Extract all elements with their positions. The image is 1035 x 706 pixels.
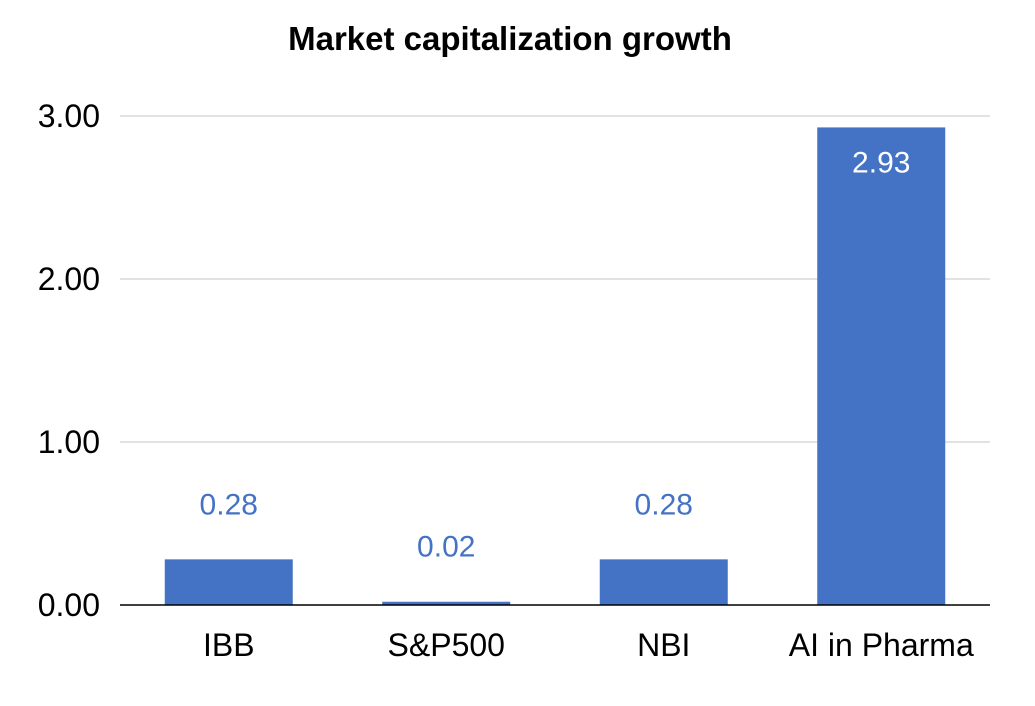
x-category-label: IBB (203, 627, 255, 663)
data-label: 0.28 (635, 488, 693, 521)
x-category-label: AI in Pharma (789, 627, 974, 663)
y-tick-label: 1.00 (38, 424, 100, 460)
data-label: 2.93 (852, 146, 910, 179)
bars (164, 127, 946, 605)
y-tick-label: 2.00 (38, 261, 100, 297)
y-tick-label: 0.00 (38, 587, 100, 623)
x-category-label: S&P500 (388, 627, 505, 663)
x-axis-category-labels: IBB S&P500 NBI AI in Pharma (203, 627, 974, 663)
y-tick-label: 3.00 (38, 98, 100, 134)
chart-title: Market capitalization growth (288, 20, 732, 57)
data-label: 0.28 (200, 488, 258, 521)
data-label: 0.02 (417, 531, 475, 564)
data-labels: 0.28 0.02 0.28 2.93 (200, 146, 911, 563)
bar (382, 601, 511, 605)
bar (164, 559, 293, 605)
y-axis-tick-labels: 0.00 1.00 2.00 3.00 (38, 98, 100, 623)
bar (599, 559, 728, 605)
bar (817, 127, 946, 605)
x-category-label: NBI (637, 627, 690, 663)
